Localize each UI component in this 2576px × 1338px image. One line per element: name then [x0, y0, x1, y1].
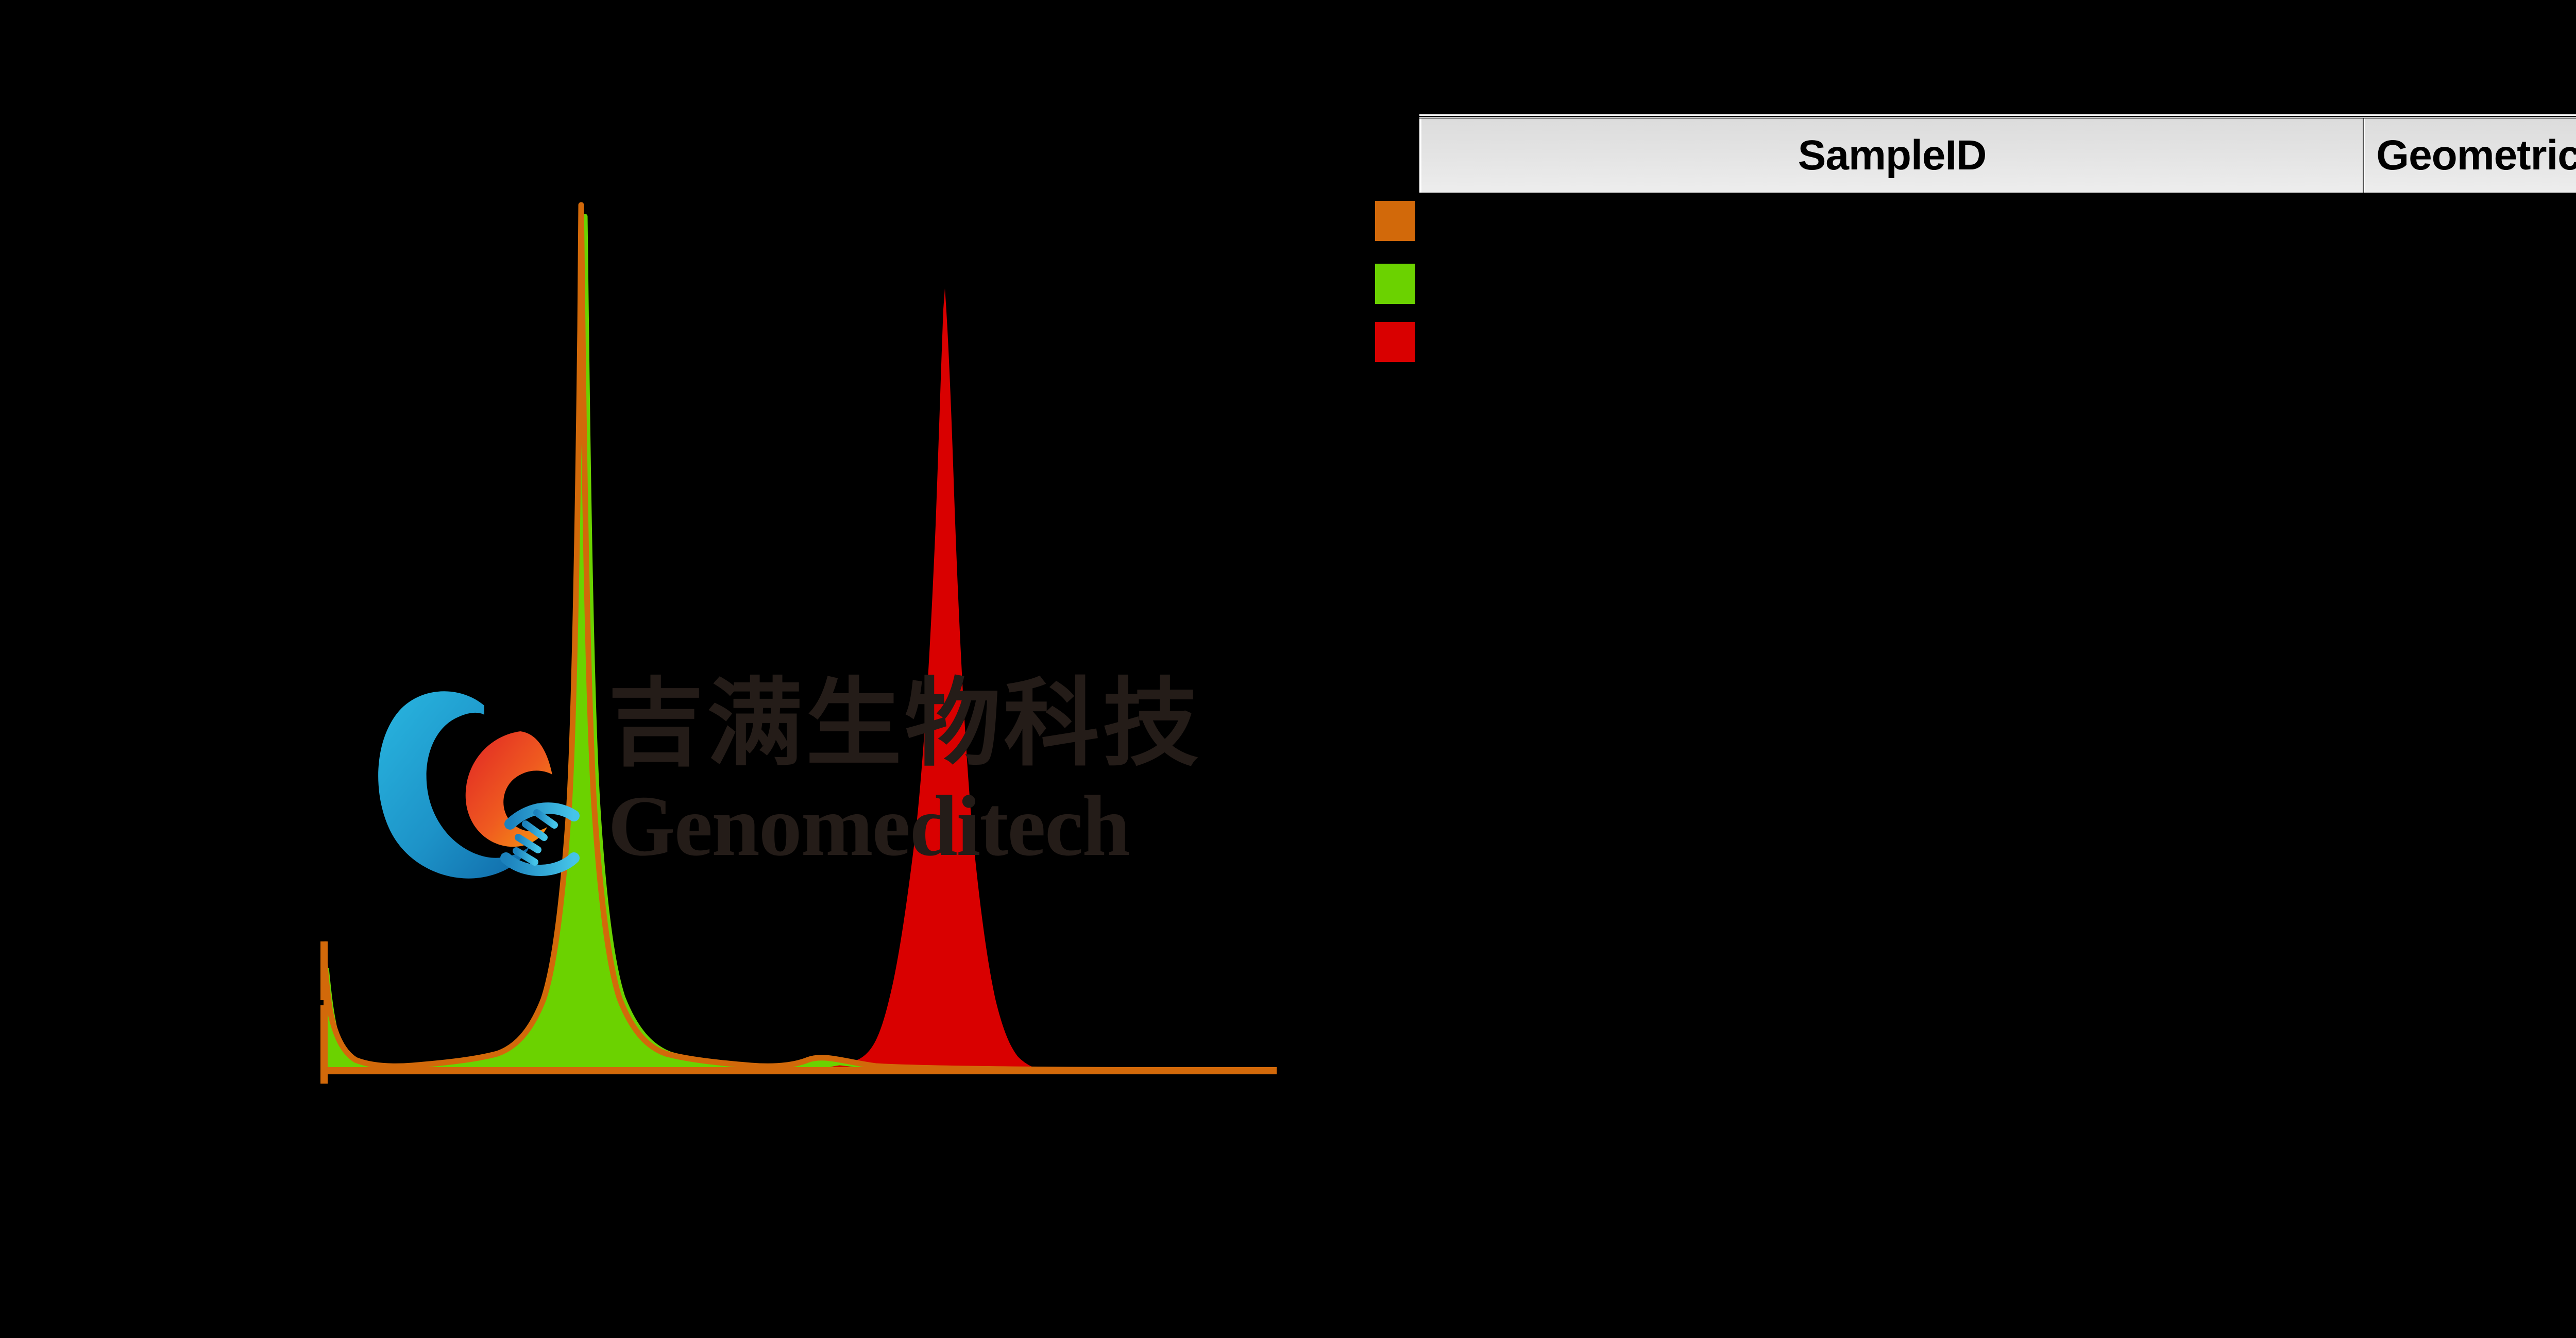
legend-swatch-red[interactable]	[1375, 322, 1415, 362]
baseline-axis	[324, 1067, 1277, 1074]
series-green-outline	[324, 214, 1277, 1073]
legend-swatch-green[interactable]	[1375, 264, 1415, 304]
histogram-plot-panel	[320, 202, 1277, 1084]
series-red-fill	[324, 288, 1277, 1073]
statistics-table: SampleID Geometric Mean : R675-H	[1419, 114, 2576, 193]
table-header-geometric-mean[interactable]: Geometric Mean : R675-H	[2364, 118, 2576, 193]
left-axis-ticks	[320, 941, 328, 1084]
series-green	[327, 216, 1277, 1070]
table-top-rule	[1419, 114, 2576, 116]
legend-swatch-orange[interactable]	[1375, 201, 1415, 241]
series-green-fill	[327, 216, 1277, 1070]
histogram-svg	[320, 202, 1277, 1084]
histogram-legend	[1375, 201, 1437, 371]
series-red	[324, 288, 1277, 1073]
series-orange-outline	[320, 202, 1277, 1073]
series-orange-fill	[324, 205, 1277, 1070]
series-orange-stroke	[320, 202, 1277, 1073]
series-orange	[324, 205, 1277, 1070]
series-green-stroke	[324, 214, 1277, 1073]
table-top-rule-shadow	[1419, 117, 2576, 118]
table-header-row: SampleID Geometric Mean : R675-H	[1419, 118, 2576, 193]
table-header-sampleid[interactable]: SampleID	[1419, 118, 2364, 193]
